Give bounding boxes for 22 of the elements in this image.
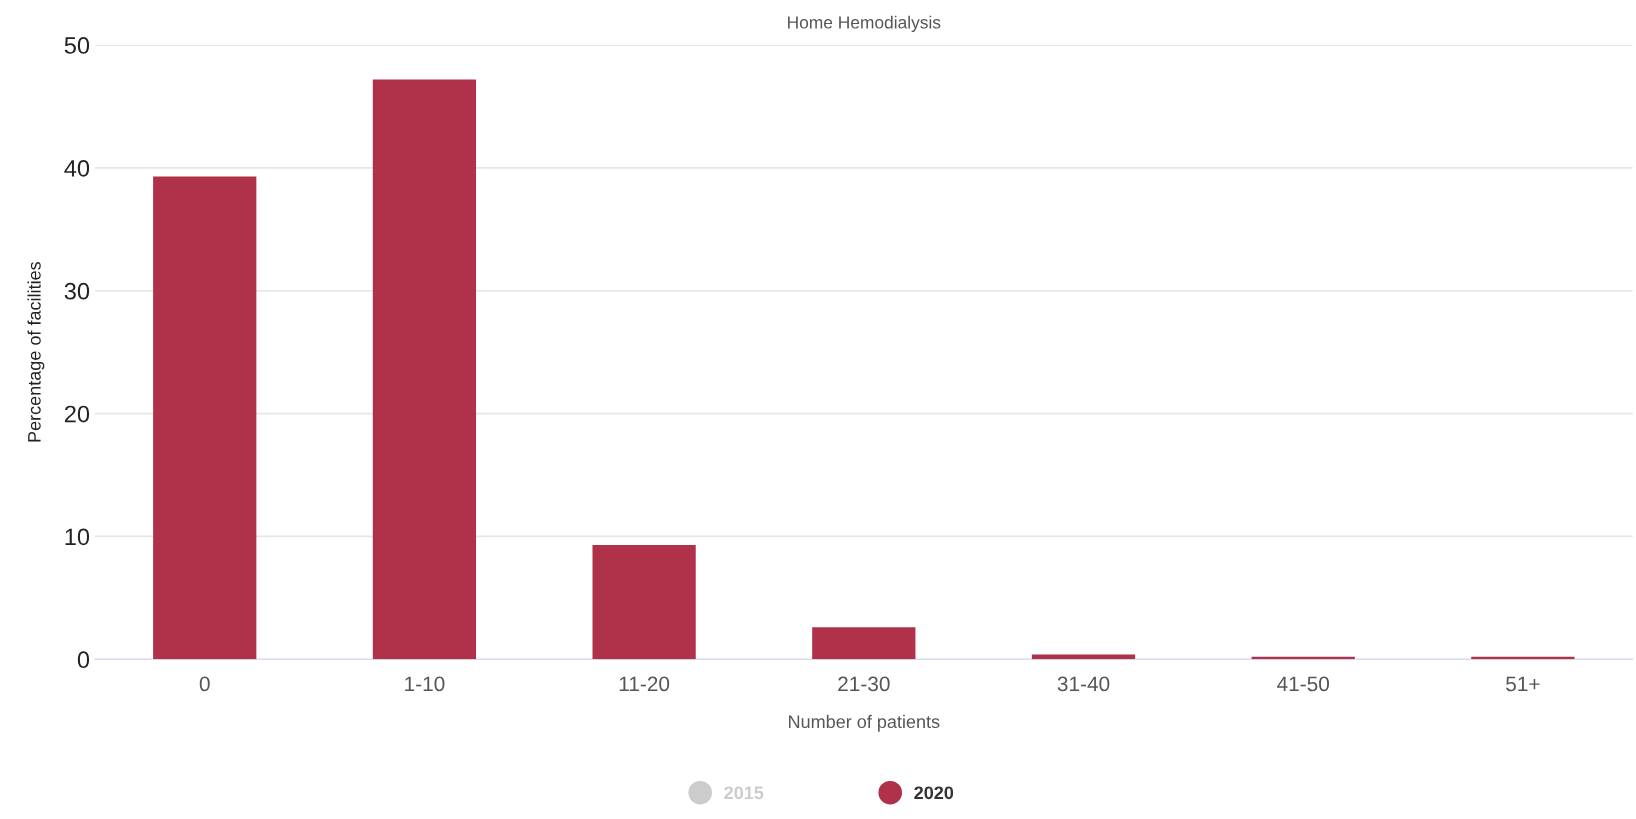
x-tick-label: 51+ (1506, 676, 1540, 692)
y-tick-label: 50 (64, 37, 90, 54)
bar (372, 79, 477, 660)
x-tick-label: 11-20 (619, 676, 670, 692)
x-axis-title: Number of patients (789, 714, 940, 732)
y-tick-label: 30 (64, 282, 90, 300)
x-tick-label: 21-30 (838, 676, 890, 692)
x-tick-label: 41-50 (1277, 676, 1330, 692)
y-tick-label: 10 (65, 528, 90, 546)
y-tick-label: 20 (64, 405, 90, 423)
x-tick-label: 1-10 (405, 676, 445, 692)
y-axis-title: Percentage of facilities (27, 261, 45, 442)
y-tick-label: 40 (64, 159, 90, 177)
y-tick-label: 0 (77, 651, 90, 669)
x-tick-label: 31-40 (1057, 676, 1110, 692)
bar (153, 176, 257, 660)
legend-label: 2020 (914, 786, 954, 800)
chart-title: Home Hemodialysis (788, 15, 941, 32)
bar (1031, 654, 1136, 660)
bar (592, 545, 696, 660)
bar (812, 627, 916, 660)
x-tick-label: 0 (199, 676, 210, 692)
